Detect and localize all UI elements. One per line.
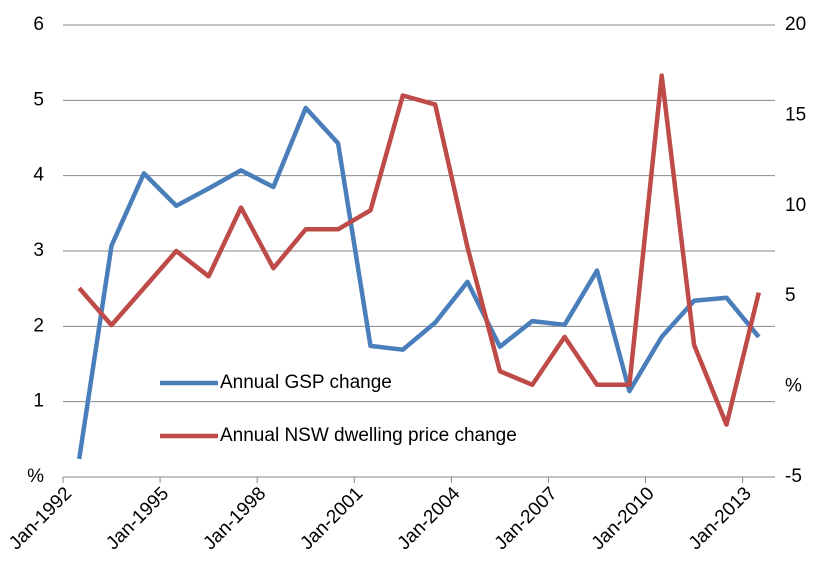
y-tick-label: 5 xyxy=(33,89,44,110)
y-tick-label: 2 xyxy=(33,315,44,336)
series-line xyxy=(76,105,761,460)
x-tick-label: Jan-2007 xyxy=(491,483,562,554)
y2-tick-label: 20 xyxy=(785,14,806,35)
y2-tick-label: 10 xyxy=(785,195,806,216)
y-tick-label: 4 xyxy=(33,165,44,186)
y2-tick-label: % xyxy=(785,376,802,397)
y-tick-label: % xyxy=(27,466,44,487)
x-tick-label: Jan-2004 xyxy=(394,483,465,554)
legend-label: Annual GSP change xyxy=(220,372,392,393)
y2-tick-label: 15 xyxy=(785,104,806,125)
x-tick-label: Jan-2013 xyxy=(685,483,756,554)
legend-label: Annual NSW dwelling price change xyxy=(220,425,517,446)
x-tick-label: Jan-1995 xyxy=(102,483,173,554)
y-tick-label: 6 xyxy=(33,14,44,35)
x-tick-label: Jan-1992 xyxy=(5,483,76,554)
series-line xyxy=(77,73,761,427)
x-tick-label: Jan-2001 xyxy=(296,483,367,554)
y-tick-label: 3 xyxy=(33,240,44,261)
x-tick-label: Jan-2010 xyxy=(588,483,659,554)
y2-tick-label: -5 xyxy=(785,466,802,487)
x-tick-label: Jan-1998 xyxy=(199,483,270,554)
y-tick-label: 1 xyxy=(33,391,44,412)
y2-tick-label: 5 xyxy=(785,285,796,306)
